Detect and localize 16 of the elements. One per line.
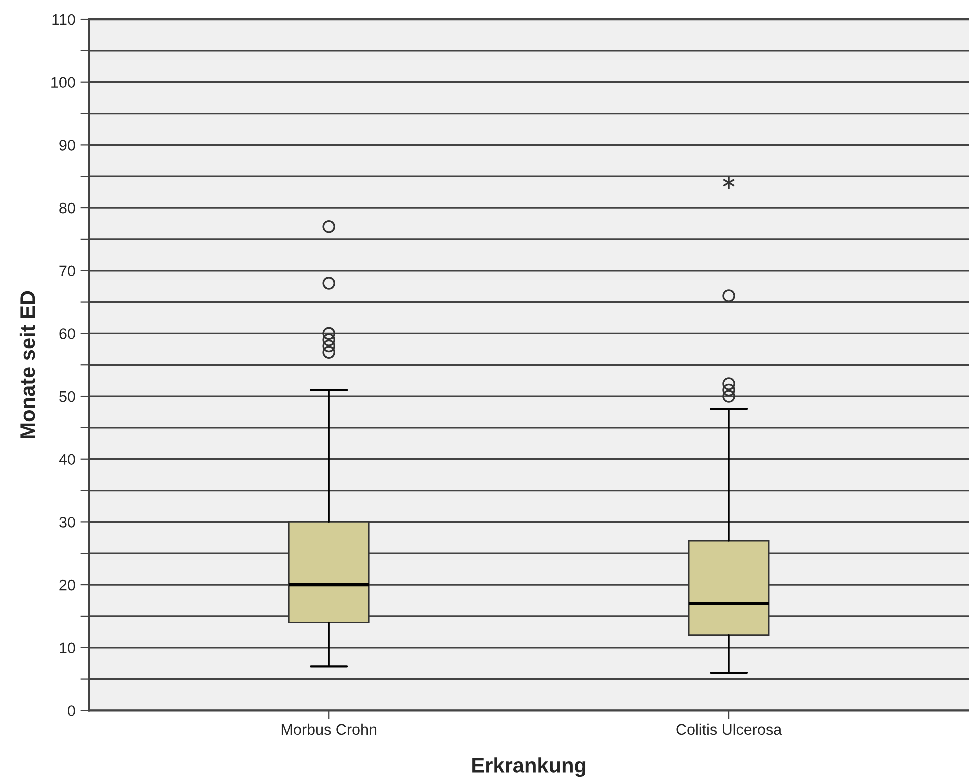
y-tick-label: 40 — [59, 454, 76, 466]
y-tick-label: 20 — [60, 580, 76, 591]
x-axis-title: Erkrankung — [472, 758, 586, 778]
y-tick-label: 60 — [60, 328, 76, 340]
y-axis-title: Monate seit ED — [20, 291, 36, 438]
y-tick-label: 80 — [60, 202, 76, 214]
x-tick-label: Colitis Ulcerosa — [676, 724, 782, 736]
y-tick-label: 0 — [68, 706, 76, 716]
y-tick-label: 90 — [60, 140, 76, 151]
y-tick-label: 30 — [60, 517, 76, 528]
y-tick-label: 100 — [52, 77, 76, 88]
y-tick-label: 10 — [60, 642, 76, 654]
y-tick-label: 50 — [60, 391, 76, 402]
y-tick-label: 110 — [52, 14, 76, 26]
y-tick-label: 70 — [60, 266, 76, 277]
x-tick-label: Morbus Crohn — [282, 724, 377, 736]
